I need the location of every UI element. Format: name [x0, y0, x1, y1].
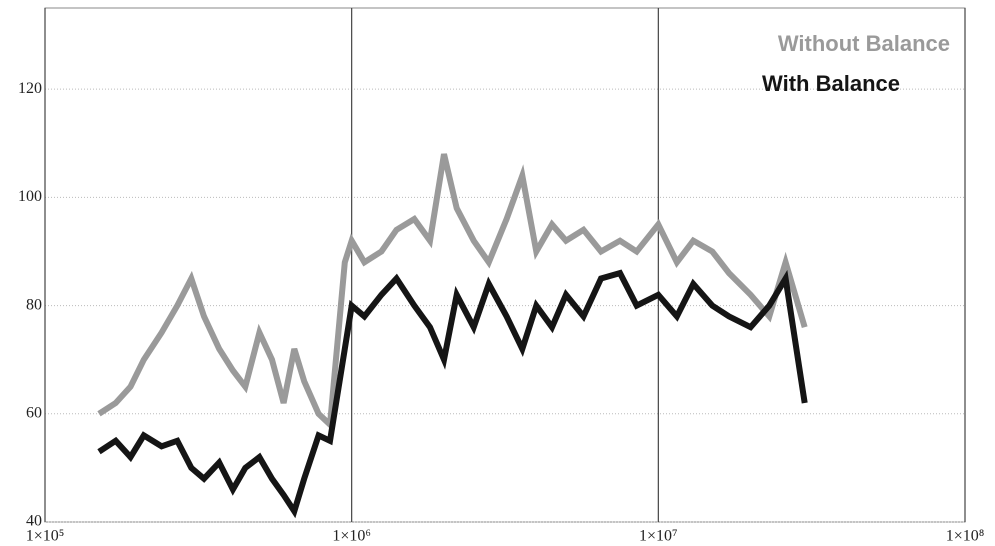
series-line	[97, 269, 808, 519]
x-tick-label: 1×10⁸	[946, 528, 985, 545]
x-tick-label: 1×10⁵	[26, 528, 65, 545]
x-tick-label: 1×10⁷	[639, 528, 678, 545]
x-tick-label: 1×10⁶	[332, 528, 371, 545]
legend-entry: Without Balance	[778, 31, 950, 56]
series-line	[97, 153, 808, 432]
y-tick-label: 100	[18, 188, 42, 205]
y-tick-label: 80	[26, 296, 42, 313]
y-tick-label: 40	[26, 513, 42, 530]
y-tick-label: 120	[18, 80, 42, 97]
y-tick-label: 60	[26, 404, 42, 421]
legend-entry: With Balance	[762, 71, 900, 96]
